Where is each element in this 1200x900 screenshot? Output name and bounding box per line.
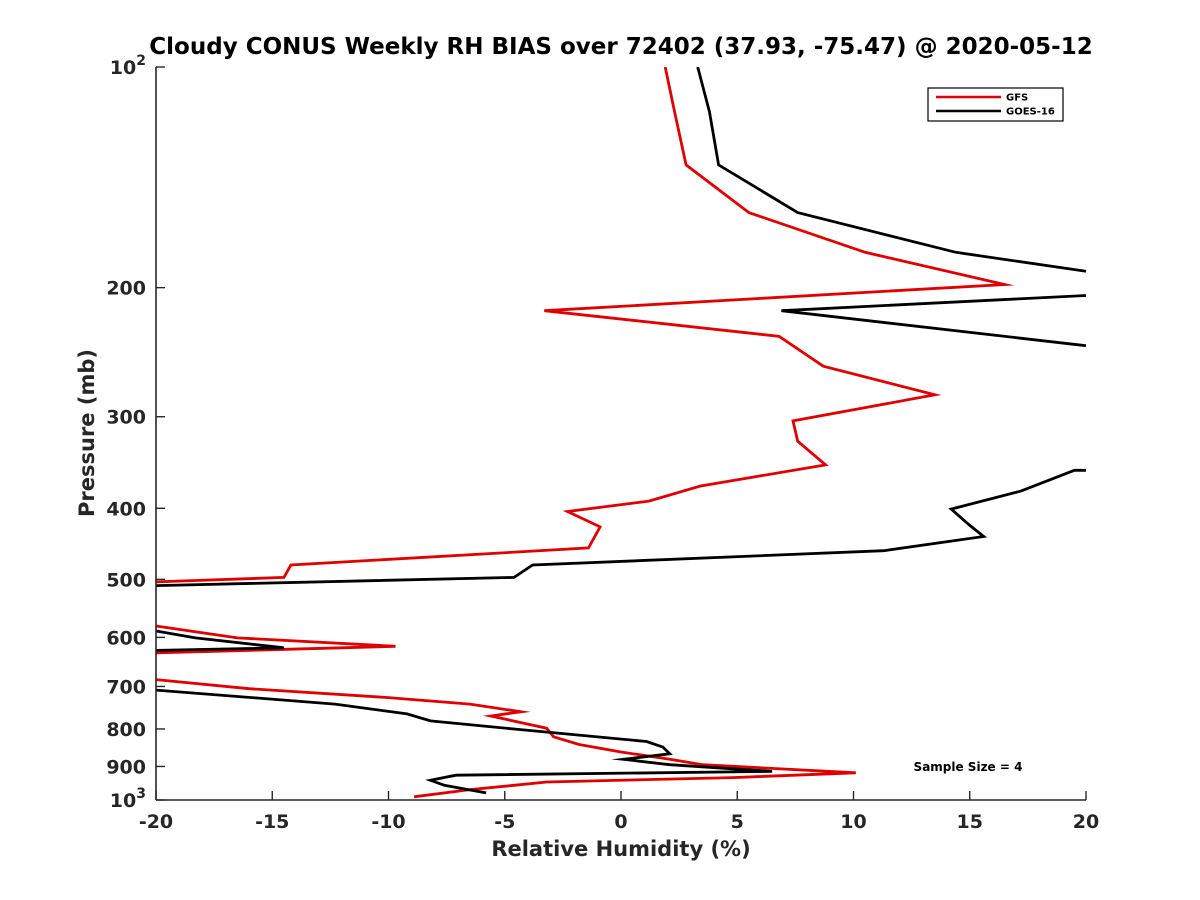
y-tick-label: 300	[106, 407, 146, 429]
series-line-goes-16-3	[156, 468, 1086, 587]
legend: GFS GOES-16	[927, 87, 1064, 122]
x-tick-label: 10	[840, 811, 866, 833]
y-tick-label: 500	[106, 569, 146, 591]
series-line-goes-16-1	[696, 67, 1086, 273]
y-tick-label: 600	[106, 627, 146, 649]
x-tick-label: 20	[1073, 811, 1099, 833]
y-tick-label: 900	[106, 756, 146, 778]
chart-title: Cloudy CONUS Weekly RH BIAS over 72402 (…	[149, 34, 1092, 60]
x-tick-label: -5	[494, 811, 515, 833]
axes-layer: -20 -15 -10 -5 0 5 10 15 20 102 200 300 400 500 600 700…	[106, 53, 1099, 833]
x-tick-label: -20	[139, 811, 173, 833]
series-line-gfs-2	[156, 624, 396, 655]
legend-box	[927, 87, 1064, 122]
y-tick-label: 102	[110, 53, 146, 79]
plot-background	[156, 67, 1086, 800]
y-tick-label: 103	[110, 786, 146, 812]
x-tick-label: -10	[371, 811, 405, 833]
y-tick-label: 800	[106, 719, 146, 741]
series-line-goes-16-5	[156, 688, 773, 795]
y-tick-label: 400	[106, 498, 146, 520]
x-axis-label: Relative Humidity (%)	[491, 837, 750, 861]
y-axis-label: Pressure (mb)	[75, 349, 99, 517]
series-layer	[156, 67, 1086, 799]
x-tick-label: 15	[957, 811, 983, 833]
series-line-gfs-3	[156, 678, 856, 799]
legend-label-gfs: GFS	[1006, 93, 1028, 104]
series-line-goes-16-4	[156, 629, 285, 652]
sample-size-annotation: Sample Size = 4	[914, 760, 1023, 774]
x-tick-label: -15	[255, 811, 289, 833]
legend-label-goes-16: GOES-16	[1006, 107, 1055, 118]
x-tick-label: 5	[731, 811, 744, 833]
plot-area	[156, 67, 1086, 800]
y-tick-label: 700	[106, 676, 146, 698]
y-tick-label: 200	[106, 278, 146, 300]
x-tick-label: 0	[614, 811, 627, 833]
series-line-gfs-1	[156, 67, 1015, 584]
series-line-goes-16-2	[781, 294, 1086, 348]
